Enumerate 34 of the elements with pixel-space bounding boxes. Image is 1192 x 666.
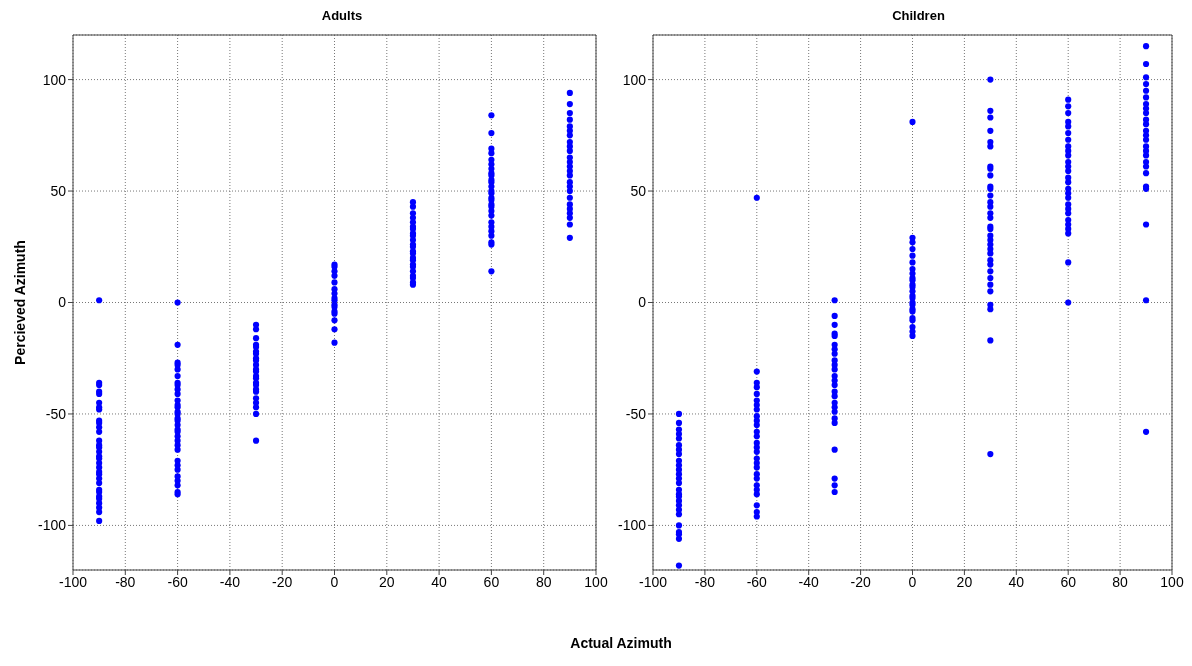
x-tick-label: 80: [535, 573, 552, 590]
x-tick-label: -40: [798, 573, 820, 590]
x-tick-label: 40: [1008, 573, 1025, 590]
chart-title: Adults: [320, 8, 364, 25]
x-tick-label: -20: [850, 573, 871, 590]
y-tick-label: 0: [638, 294, 647, 311]
x-axis-title: Actual Azimuth: [569, 635, 673, 651]
y-tick-label: -100: [37, 517, 67, 534]
x-tick-label: 60: [1060, 573, 1077, 590]
y-tick-label: 50: [50, 183, 67, 200]
x-tick-label: -80: [115, 573, 136, 590]
x-tick-label: 40: [431, 573, 448, 590]
chart-title: Children: [891, 8, 946, 25]
y-tick-label: 100: [42, 71, 67, 88]
x-tick-label: -60: [746, 573, 768, 590]
x-tick-label: 0: [330, 573, 339, 590]
x-tick-label: 0: [908, 573, 917, 590]
y-tick-label: 100: [622, 71, 647, 88]
y-tick-label: -100: [617, 517, 647, 534]
y-tick-label: 50: [630, 183, 647, 200]
x-tick-label: 80: [1112, 573, 1129, 590]
x-tick-label: -60: [167, 573, 188, 590]
y-axis-title: Percieved Azimuth: [11, 240, 28, 365]
x-tick-label: -20: [272, 573, 293, 590]
x-tick-label: -80: [694, 573, 716, 590]
x-tick-label: 60: [483, 573, 500, 590]
y-tick-label: -50: [45, 405, 67, 422]
x-tick-label: 100: [584, 573, 608, 590]
x-tick-label: 20: [379, 573, 395, 590]
x-tick-label: 20: [956, 573, 973, 590]
x-tick-label: 100: [1160, 573, 1184, 590]
y-tick-label: 0: [58, 294, 67, 311]
y-tick-label: -50: [625, 405, 647, 422]
x-tick-label: -40: [219, 573, 241, 590]
